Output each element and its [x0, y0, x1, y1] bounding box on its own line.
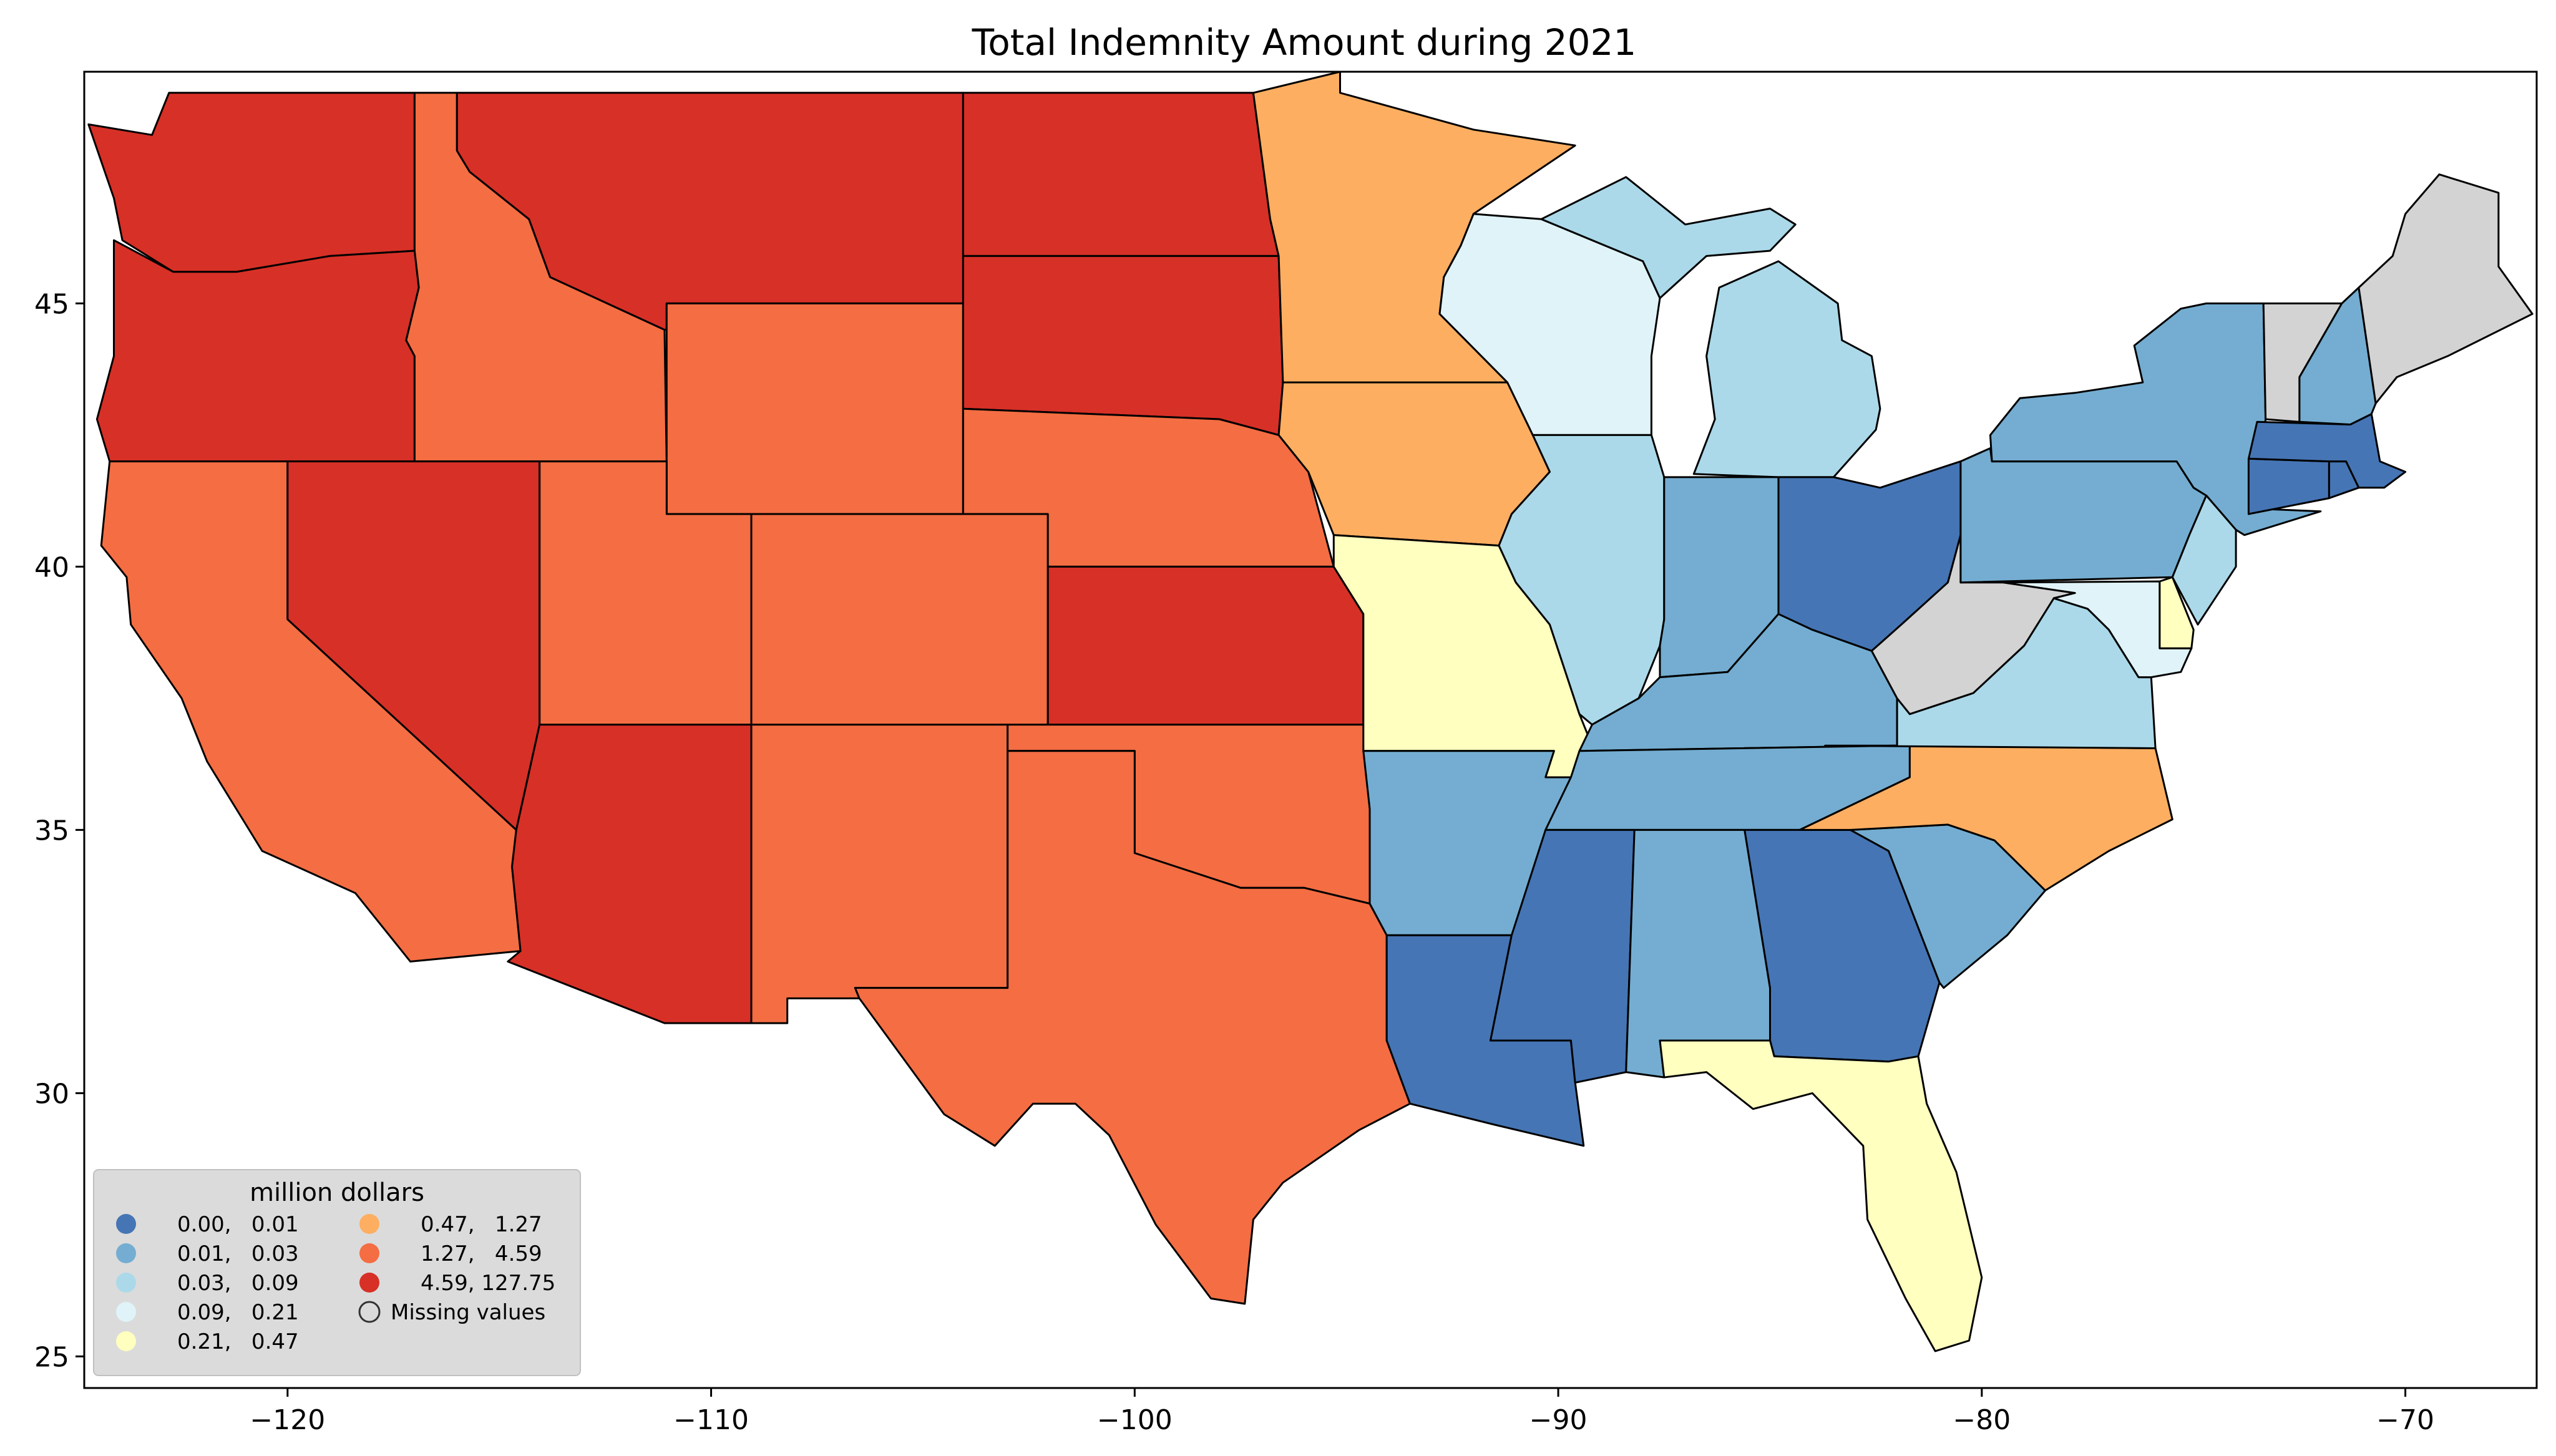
state-nm [750, 724, 1009, 1024]
y-tick-label: 35 [34, 815, 69, 847]
legend-box [93, 1169, 581, 1376]
legend-swatch [358, 1301, 381, 1323]
state-tx [854, 750, 1411, 1305]
x-tick-label: −80 [1953, 1404, 2011, 1436]
chart-title: Total Indemnity Amount during 2021 [972, 21, 1637, 64]
x-tick-label: −90 [1529, 1404, 1588, 1436]
state-sd [962, 255, 1284, 436]
y-tick-label: 30 [34, 1078, 69, 1110]
state-nc [1798, 744, 2173, 891]
state-wy [665, 302, 964, 515]
x-tick-label: −120 [250, 1404, 325, 1436]
map-area [87, 70, 2534, 1352]
x-axis: −120 −110 −100 −90 −80 −70 [250, 1388, 2434, 1436]
legend-label: Missing values [391, 1300, 545, 1325]
x-tick-label: −70 [2376, 1404, 2434, 1436]
legend-swatch [116, 1273, 136, 1293]
legend-label: 4.59, 127.75 [421, 1271, 555, 1296]
state-mi [1540, 176, 1797, 299]
legend-label: 0.01, 0.03 [177, 1241, 299, 1266]
state-de [2158, 576, 2195, 649]
state-co [750, 513, 1049, 726]
state-fl [1659, 1039, 1983, 1352]
y-tick-label: 45 [34, 288, 69, 320]
y-tick-label: 25 [34, 1341, 69, 1373]
legend-swatch [116, 1243, 136, 1263]
y-axis: 25 30 35 40 45 [34, 288, 84, 1373]
legend-swatch [116, 1331, 136, 1351]
state-nj [2171, 494, 2237, 626]
state-nd [962, 92, 1280, 257]
state-pa [1959, 447, 2208, 584]
legend-swatch [359, 1273, 379, 1293]
legend-title: million dollars [250, 1178, 424, 1207]
legend-label: 1.27, 4.59 [421, 1241, 542, 1266]
x-tick-label: −110 [673, 1404, 749, 1436]
legend-label: 0.09, 0.21 [177, 1300, 299, 1325]
legend-label: 0.47, 1.27 [421, 1212, 542, 1237]
legend-swatch [359, 1243, 379, 1263]
legend-label: 0.00, 0.01 [177, 1212, 299, 1237]
legend-swatch [359, 1214, 379, 1234]
legend-label: 0.21, 0.47 [177, 1329, 299, 1354]
state-ks [1046, 565, 1365, 726]
legend-items: 0.00, 0.01 0.01, 0.03 0.03, 0.09 0.09, 0.21… [116, 1212, 555, 1354]
legend-swatch [116, 1214, 136, 1234]
state-me [2358, 173, 2534, 405]
x-tick-label: −100 [1097, 1404, 1173, 1436]
plot-frame [83, 70, 2538, 1389]
state-ms [1490, 828, 1636, 1084]
y-tick-label: 40 [34, 551, 69, 583]
legend-swatch [116, 1302, 136, 1322]
state-or [95, 239, 420, 463]
legend: million dollars 0.00, 0.01 0.01, 0.03 0.03… [93, 1169, 581, 1376]
legend-label: 0.03, 0.09 [177, 1271, 299, 1296]
